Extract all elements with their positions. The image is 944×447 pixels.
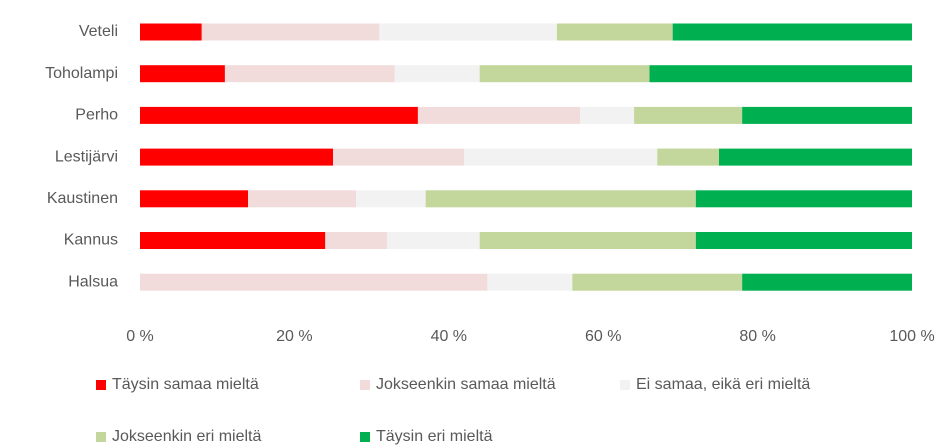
bar-segment: [719, 148, 912, 166]
legend-marker: [96, 380, 106, 390]
bar-segment: [356, 190, 426, 208]
y-tick-label: Toholampi: [45, 65, 118, 82]
bar-segment: [417, 106, 581, 124]
bar-segment: [479, 65, 650, 83]
x-tick-label: 20 %: [276, 328, 312, 345]
bar-segment: [140, 23, 202, 41]
bar-segment: [140, 273, 488, 291]
legend-label: Jokseenkin samaa mieltä: [376, 376, 556, 393]
y-tick-label: Lestijärvi: [55, 148, 118, 165]
x-tick-label: 100 %: [889, 328, 934, 345]
bar-segment: [140, 190, 249, 208]
bar-segment: [379, 23, 557, 41]
bar-segment: [224, 65, 395, 83]
bar-segment: [140, 106, 418, 124]
bar-segment: [634, 106, 743, 124]
bar-segment: [140, 148, 333, 166]
bar-segment: [649, 65, 912, 83]
x-tick-label: 80 %: [739, 328, 775, 345]
bar-segment: [387, 232, 480, 249]
bar-segment: [325, 232, 388, 249]
x-tick-label: 40 %: [431, 328, 467, 345]
y-tick-label: Kannus: [64, 232, 118, 249]
bar-segment: [695, 190, 912, 208]
y-tick-label: Kaustinen: [47, 190, 118, 207]
legend-label: Jokseenkin eri mieltä: [112, 428, 262, 445]
y-tick-label: Perho: [75, 107, 118, 124]
bar-segment: [394, 65, 480, 83]
bar-segment: [572, 273, 743, 291]
legend-label: Täysin eri mieltä: [376, 428, 493, 445]
bar-segment: [695, 232, 912, 249]
bar-segment: [479, 232, 696, 249]
bar-segment: [657, 148, 719, 166]
bar-segment: [140, 65, 225, 83]
bar-segment: [487, 273, 573, 291]
x-tick-label: 0 %: [126, 328, 154, 345]
bar-segment: [201, 23, 380, 41]
legend-marker: [96, 432, 106, 442]
bar-segment: [742, 273, 912, 291]
bar-segment: [140, 232, 326, 249]
legend-label: Täysin samaa mieltä: [112, 376, 259, 393]
legend-marker: [360, 432, 370, 442]
bar-segment: [464, 148, 658, 166]
y-tick-label: Halsua: [68, 273, 118, 290]
legend-marker: [360, 380, 370, 390]
legend-marker: [620, 380, 630, 390]
bar-segment: [333, 148, 465, 166]
bar-segment: [742, 106, 912, 124]
x-tick-label: 60 %: [585, 328, 621, 345]
bar-segment: [556, 23, 673, 41]
y-tick-label: Veteli: [79, 23, 118, 40]
bar-segment: [672, 23, 912, 41]
legend-label: Ei samaa, eikä eri mieltä: [636, 376, 810, 393]
bar-segment: [248, 190, 357, 208]
bar-segment: [425, 190, 696, 208]
bar-segment: [580, 106, 635, 124]
